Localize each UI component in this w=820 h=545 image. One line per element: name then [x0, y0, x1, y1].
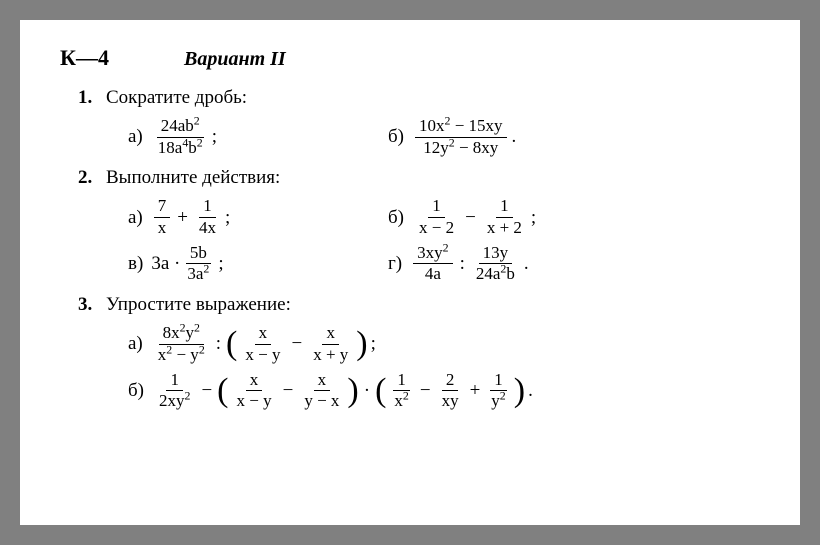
operator: : — [460, 253, 465, 275]
denominator: 12y2 − 8xy — [419, 138, 502, 158]
operator: + — [177, 207, 188, 229]
operator: − — [201, 380, 212, 402]
problem-3-title: 3.Упростите выражение: — [78, 294, 760, 316]
fraction: 1x + 2 — [483, 197, 526, 237]
problem-3-number: 3. — [78, 294, 106, 316]
label-2a: а) — [128, 207, 143, 229]
label-3b: б) — [128, 380, 144, 402]
problem-2-row1: а) 7x + 14x ; б) 1x − 2 − 1x + 2 ; — [128, 197, 760, 237]
operator: − — [283, 380, 294, 402]
punct: ; — [225, 207, 230, 229]
label-3a: а) — [128, 333, 143, 355]
label-2b: б) — [388, 207, 404, 229]
expr-2a: 7x + 14x ; — [151, 197, 231, 237]
problem-2-row2: в) 3a · 5b3a2 ; г) 3xy24a : 13y24a2b . — [128, 244, 760, 284]
problem-1-title: 1.Сократите дробь: — [78, 87, 760, 109]
problem-2: 2.Выполните действия: а) 7x + 14x ; б) 1… — [60, 167, 760, 284]
punct: . — [512, 126, 517, 148]
operator: + — [470, 380, 481, 402]
problem-1-text: Сократите дробь: — [106, 87, 247, 108]
problem-3b-row: б) 12xy2 − ( xx − y − xy − x ) · ( 1x2 −… — [128, 371, 760, 411]
label-1b: б) — [388, 126, 404, 148]
header: К—4 Вариант II — [60, 45, 760, 71]
problem-2a: а) 7x + 14x ; — [128, 197, 388, 237]
operator: − — [465, 207, 476, 229]
punct: . — [524, 253, 529, 275]
punct: ; — [218, 253, 223, 275]
fraction: 8x2y2 x2 − y2 — [154, 324, 209, 364]
problem-3: 3.Упростите выражение: а) 8x2y2 x2 − y2 … — [60, 294, 760, 411]
fraction: 1x − 2 — [415, 197, 458, 237]
fraction: 12xy2 — [155, 371, 194, 411]
operator: · — [364, 380, 370, 402]
fraction: 5b3a2 — [183, 244, 213, 284]
term: 3a · — [151, 253, 180, 275]
fraction: xx − y — [241, 324, 284, 364]
punct: ; — [371, 333, 376, 355]
fraction: 3xy24a — [413, 244, 452, 284]
problem-3a-row: а) 8x2y2 x2 − y2 : ( xx − y − xx + y ) ; — [128, 324, 760, 364]
problem-1-row: а) 24ab2 18a4b2 ; б) 10x2 − 15xy 12y2 − … — [128, 117, 760, 157]
variant-label: Вариант II — [184, 48, 286, 70]
test-code: К—4 — [60, 45, 180, 71]
problem-2g: г) 3xy24a : 13y24a2b . — [388, 244, 529, 284]
expr-3a: 8x2y2 x2 − y2 : ( xx − y − xx + y ) ; — [151, 324, 376, 364]
expr-3b: 12xy2 − ( xx − y − xy − x ) · ( 1x2 − 2x… — [152, 371, 533, 411]
expr-2v: 3a · 5b3a2 ; — [151, 244, 223, 284]
fraction: xx − y — [233, 371, 276, 411]
fraction: 14x — [195, 197, 220, 237]
problem-2-number: 2. — [78, 167, 106, 189]
problem-3b: б) 12xy2 − ( xx − y − xy − x ) · ( 1x2 −… — [128, 371, 533, 411]
problem-3-text: Упростите выражение: — [106, 294, 291, 315]
operator: : — [216, 333, 221, 355]
expr-1b: 10x2 − 15xy 12y2 − 8xy . — [412, 117, 516, 157]
fraction: xy − x — [300, 371, 343, 411]
label-2v: в) — [128, 253, 143, 275]
problem-3a: а) 8x2y2 x2 − y2 : ( xx − y − xx + y ) ; — [128, 324, 376, 364]
problem-2-text: Выполните действия: — [106, 167, 280, 188]
worksheet-page: К—4 Вариант II 1.Сократите дробь: а) 24a… — [20, 20, 800, 525]
problem-2-title: 2.Выполните действия: — [78, 167, 760, 189]
fraction: 1x2 — [390, 371, 412, 411]
problem-2v: в) 3a · 5b3a2 ; — [128, 244, 388, 284]
problem-1-number: 1. — [78, 87, 106, 109]
fraction: xx + y — [309, 324, 352, 364]
operator: − — [291, 333, 302, 355]
punct: ; — [212, 126, 217, 148]
expr-1a: 24ab2 18a4b2 ; — [151, 117, 217, 157]
problem-1: 1.Сократите дробь: а) 24ab2 18a4b2 ; б) … — [60, 87, 760, 157]
operator: − — [420, 380, 431, 402]
problem-1b: б) 10x2 − 15xy 12y2 − 8xy . — [388, 117, 516, 157]
fraction: 13y24a2b — [472, 244, 519, 284]
numerator: 10x2 − 15xy — [415, 117, 507, 138]
expr-2b: 1x − 2 − 1x + 2 ; — [412, 197, 536, 237]
fraction: 1y2 — [487, 371, 509, 411]
punct: ; — [531, 207, 536, 229]
expr-2g: 3xy24a : 13y24a2b . — [410, 244, 528, 284]
problem-1a: а) 24ab2 18a4b2 ; — [128, 117, 388, 157]
fraction: 10x2 − 15xy 12y2 − 8xy — [415, 117, 507, 157]
fraction: 2xy — [438, 371, 463, 411]
fraction: 24ab2 18a4b2 — [154, 117, 207, 157]
problem-2b: б) 1x − 2 − 1x + 2 ; — [388, 197, 536, 237]
fraction: 7x — [154, 197, 171, 237]
label-2g: г) — [388, 253, 402, 275]
punct: . — [528, 380, 533, 402]
label-1a: а) — [128, 126, 143, 148]
denominator: 18a4b2 — [154, 138, 207, 158]
